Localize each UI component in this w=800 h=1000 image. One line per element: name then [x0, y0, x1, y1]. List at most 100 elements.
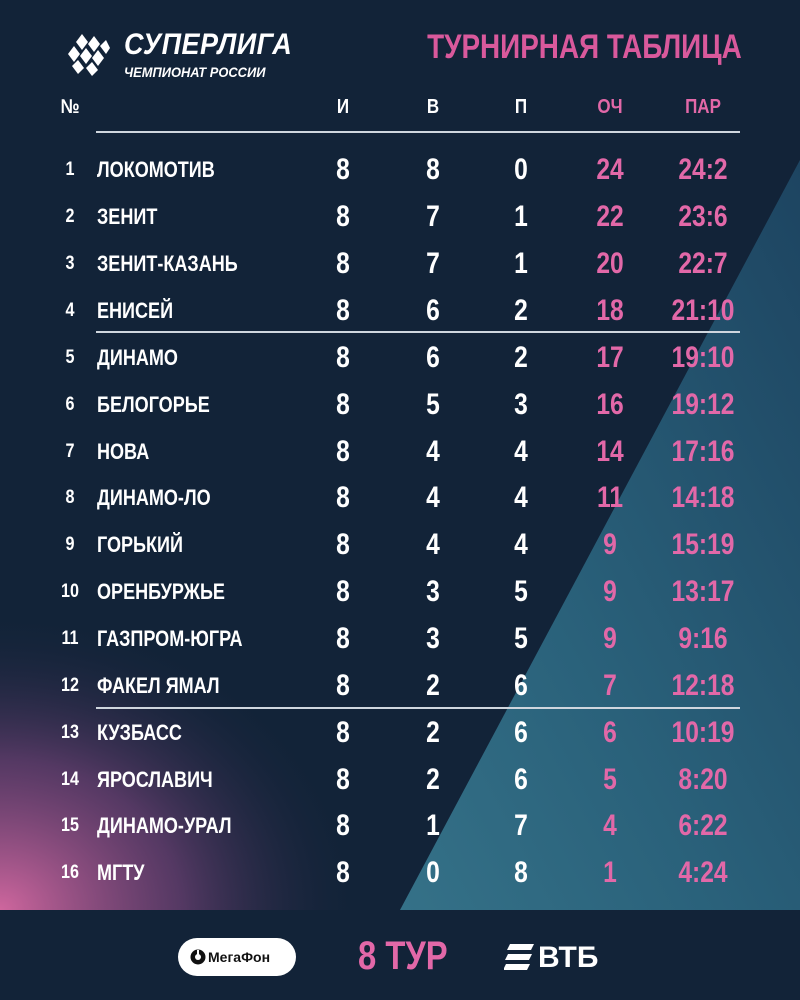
column-header-losses: П — [514, 96, 528, 118]
team-name: ГОРЬКИЙ — [97, 532, 183, 557]
losses: 2 — [514, 294, 528, 327]
wins: 2 — [426, 716, 440, 749]
team-rank: 7 — [65, 441, 75, 462]
table-row: 7 НОВА 8 4 4 14 17:16 — [0, 429, 800, 475]
team-name: ДИНАМО-ЛО — [97, 485, 211, 510]
team-name: ДИНАМО — [97, 345, 178, 370]
games-played: 8 — [336, 669, 350, 702]
wins: 8 — [426, 153, 440, 186]
logo-title: СУПЕРЛИГА — [124, 28, 293, 61]
wins: 5 — [426, 388, 440, 421]
points: 9 — [603, 528, 617, 561]
losses: 0 — [514, 153, 528, 186]
table-row: 11 ГАЗПРОМ-ЮГРА 8 3 5 9 9:16 — [0, 616, 800, 662]
table-row: 9 ГОРЬКИЙ 8 4 4 9 15:19 — [0, 522, 800, 568]
team-name: ЕНИСЕЙ — [97, 298, 174, 323]
points: 7 — [603, 669, 617, 702]
volleyball-logo-icon — [68, 34, 110, 76]
wins: 4 — [426, 435, 440, 468]
wins: 0 — [426, 856, 440, 889]
sets-ratio: 24:2 — [678, 153, 728, 186]
games-played: 8 — [336, 247, 350, 280]
team-rank: 8 — [65, 487, 75, 508]
table-row: 6 БЕЛОГОРЬЕ 8 5 3 16 19:12 — [0, 382, 800, 428]
team-rank: 12 — [61, 675, 79, 696]
table-row: 10 ОРЕНБУРЖЬЕ 8 3 5 9 13:17 — [0, 569, 800, 615]
games-played: 8 — [336, 856, 350, 889]
team-rank: 4 — [65, 300, 75, 321]
team-rank: 11 — [61, 628, 79, 649]
losses: 4 — [514, 435, 528, 468]
points: 14 — [596, 435, 624, 468]
team-rank: 3 — [65, 253, 75, 274]
column-header-games: И — [336, 96, 350, 118]
team-name: ГАЗПРОМ-ЮГРА — [97, 626, 243, 651]
sets-ratio: 9:16 — [678, 622, 728, 655]
wins: 7 — [426, 200, 440, 233]
points: 6 — [603, 716, 617, 749]
sets-ratio: 12:18 — [671, 669, 735, 702]
sets-ratio: 4:24 — [678, 856, 728, 889]
megafon-icon — [190, 949, 206, 965]
vtb-text: ВТБ — [538, 941, 599, 974]
games-played: 8 — [336, 716, 350, 749]
team-name: КУЗБАСС — [97, 720, 182, 745]
wins: 2 — [426, 763, 440, 796]
losses: 6 — [514, 669, 528, 702]
losses: 5 — [514, 575, 528, 608]
sets-ratio: 6:22 — [678, 809, 728, 842]
column-header-sets: ПАР — [685, 96, 721, 118]
table-row: 13 КУЗБАСС 8 2 6 6 10:19 — [0, 710, 800, 756]
points: 11 — [596, 481, 624, 514]
megafon-sponsor-logo: МегаФон — [178, 938, 296, 976]
column-header-points: ОЧ — [597, 96, 623, 118]
page-title: ТУРНИРНАЯ ТАБЛИЦА — [427, 28, 742, 66]
table-row: 4 ЕНИСЕЙ 8 6 2 18 21:10 — [0, 288, 800, 334]
wins: 1 — [426, 809, 440, 842]
footer-bar: МегаФон 8 ТУР ВТБ — [0, 910, 800, 1000]
losses: 6 — [514, 763, 528, 796]
sets-ratio: 23:6 — [678, 200, 728, 233]
games-played: 8 — [336, 341, 350, 374]
sets-ratio: 19:10 — [671, 341, 735, 374]
games-played: 8 — [336, 575, 350, 608]
playoff-divider — [96, 331, 740, 333]
games-played: 8 — [336, 435, 350, 468]
team-rank: 13 — [61, 722, 79, 743]
wins: 2 — [426, 669, 440, 702]
table-row: 3 ЗЕНИТ-КАЗАНЬ 8 7 1 20 22:7 — [0, 241, 800, 287]
team-rank: 5 — [65, 347, 75, 368]
sets-ratio: 21:10 — [671, 294, 735, 327]
team-rank: 14 — [61, 769, 79, 790]
table-row: 14 ЯРОСЛАВИЧ 8 2 6 5 8:20 — [0, 757, 800, 803]
wins: 6 — [426, 294, 440, 327]
wins: 3 — [426, 575, 440, 608]
sets-ratio: 15:19 — [671, 528, 735, 561]
team-name: ЗЕНИТ — [97, 204, 158, 229]
games-played: 8 — [336, 294, 350, 327]
wins: 3 — [426, 622, 440, 655]
team-name: МГТУ — [97, 860, 145, 885]
points: 22 — [596, 200, 624, 233]
team-name: ДИНАМО-УРАЛ — [97, 813, 232, 838]
relegation-divider — [96, 707, 740, 709]
logo-subtitle: ЧЕМПИОНАТ РОССИИ — [124, 64, 266, 80]
wins: 4 — [426, 481, 440, 514]
points: 16 — [596, 388, 624, 421]
points: 24 — [596, 153, 624, 186]
games-played: 8 — [336, 200, 350, 233]
team-rank: 15 — [61, 815, 79, 836]
team-name: ЗЕНИТ-КАЗАНЬ — [97, 251, 238, 276]
losses: 5 — [514, 622, 528, 655]
points: 17 — [596, 341, 624, 374]
team-name: БЕЛОГОРЬЕ — [97, 392, 210, 417]
superliga-logo: СУПЕРЛИГА ЧЕМПИОНАТ РОССИИ — [60, 24, 293, 80]
team-rank: 16 — [61, 862, 79, 883]
table-row: 12 ФАКЕЛ ЯМАЛ 8 2 6 7 12:18 — [0, 663, 800, 709]
column-header-rank: № — [60, 96, 80, 118]
games-played: 8 — [336, 388, 350, 421]
table-row: 5 ДИНАМО 8 6 2 17 19:10 — [0, 335, 800, 381]
games-played: 8 — [336, 528, 350, 561]
table-row: 2 ЗЕНИТ 8 7 1 22 23:6 — [0, 194, 800, 240]
team-name: ЯРОСЛАВИЧ — [97, 767, 213, 792]
